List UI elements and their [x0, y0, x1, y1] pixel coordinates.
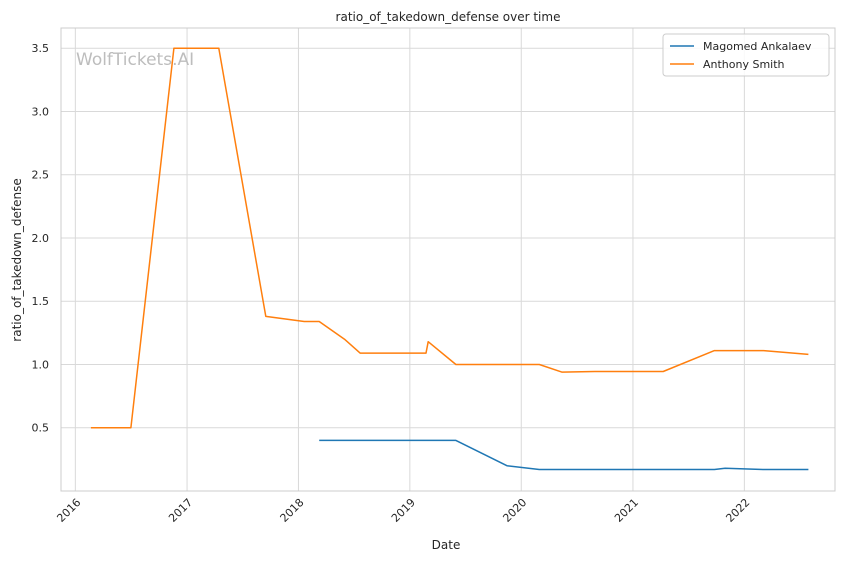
x-tick-label: 2022: [723, 496, 752, 525]
x-tick-label: 2020: [500, 496, 529, 525]
legend: Magomed Ankalaev Anthony Smith: [662, 33, 830, 77]
x-tick-label: 2019: [389, 496, 418, 525]
y-tick-label: 1.0: [32, 358, 50, 371]
legend-label-ankalaev: Magomed Ankalaev: [703, 40, 812, 53]
x-tick-label: 2016: [54, 496, 83, 525]
y-tick-label: 3.5: [32, 42, 50, 55]
y-tick-label: 1.5: [32, 295, 50, 308]
y-tick-label: 2.0: [32, 232, 50, 245]
series-line-smith: [90, 47, 809, 429]
series-lines: [90, 47, 809, 471]
x-tick-label: 2021: [612, 496, 641, 525]
legend-box: [662, 33, 830, 77]
x-tick-label: 2017: [166, 496, 195, 525]
watermark: WolfTickets.AI: [76, 50, 194, 70]
y-tick-label: 3.0: [32, 105, 50, 118]
plot-frame: [60, 27, 836, 492]
legend-label-smith: Anthony Smith: [703, 58, 785, 71]
y-axis-title: ratio_of_takedown_defense: [10, 178, 24, 341]
plot-area: [61, 28, 835, 491]
series-line-ankalaev: [319, 439, 809, 471]
y-tick-label: 0.5: [32, 422, 50, 435]
x-tick-label: 2018: [278, 496, 307, 525]
chart-title: ratio_of_takedown_defense over time: [336, 10, 561, 24]
x-axis-title: Date: [432, 538, 461, 552]
x-axis-ticks: 2016 2017 2018 2019 2020 2021 2022: [54, 496, 752, 525]
y-tick-label: 2.5: [32, 169, 50, 182]
y-axis-ticks: 0.5 1.0 1.5 2.0 2.5 3.0 3.5: [32, 42, 50, 435]
